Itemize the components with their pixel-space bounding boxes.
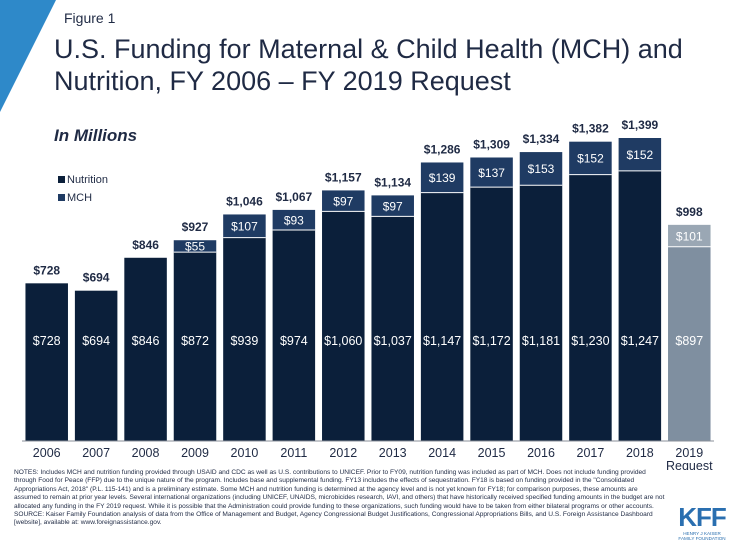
x-tick-label: 2007 bbox=[82, 446, 110, 460]
total-label: $998 bbox=[676, 205, 703, 219]
bar-mch-2014 bbox=[420, 192, 464, 441]
kff-logo: KFF HENRY J KAISER FAMILY FOUNDATION bbox=[676, 503, 728, 543]
legend-label-nutrition: Nutrition bbox=[67, 174, 108, 186]
mch-value-label: $974 bbox=[280, 334, 308, 348]
mch-value-label: $694 bbox=[82, 334, 110, 348]
x-tick-label: 2018 bbox=[626, 446, 654, 460]
mch-value-label: $728 bbox=[33, 334, 61, 348]
total-label: $1,382 bbox=[572, 122, 609, 136]
nutrition-value-label: $139 bbox=[429, 171, 456, 185]
mch-value-label: $1,247 bbox=[621, 334, 659, 348]
x-tick-label: 2016 bbox=[527, 446, 555, 460]
chart-title: U.S. Funding for Maternal & Child Health… bbox=[54, 34, 683, 96]
total-label: $927 bbox=[182, 220, 209, 234]
nutrition-value-label: $97 bbox=[333, 194, 353, 208]
bar-mch-2008 bbox=[124, 257, 167, 441]
bar-nutrition-2019 bbox=[668, 224, 711, 247]
bar-nutrition-2014 bbox=[420, 162, 464, 193]
corner-accent bbox=[0, 0, 56, 112]
bar-mch-2006 bbox=[25, 283, 68, 441]
nutrition-value-label: $101 bbox=[676, 229, 703, 243]
x-tick-label: 2011 bbox=[280, 446, 307, 460]
bar-nutrition-2009 bbox=[173, 240, 217, 253]
mch-value-label: $846 bbox=[132, 334, 160, 348]
bar-mch-2015 bbox=[470, 187, 513, 441]
chart-legend: Nutrition MCH bbox=[58, 174, 108, 204]
nutrition-value-label: $153 bbox=[528, 162, 555, 176]
x-tick-label: 2015 bbox=[478, 446, 506, 460]
total-label: $728 bbox=[33, 263, 60, 277]
mch-value-label: $1,147 bbox=[423, 334, 461, 348]
mch-value-label: $939 bbox=[231, 334, 259, 348]
bar-mch-2019 bbox=[668, 246, 711, 441]
total-label: $1,399 bbox=[622, 118, 659, 132]
x-tick-label: 2014 bbox=[428, 446, 456, 460]
mch-value-label: $1,060 bbox=[324, 334, 362, 348]
mch-value-label: $1,181 bbox=[522, 334, 560, 348]
bar-mch-2013 bbox=[371, 216, 414, 441]
total-label: $1,134 bbox=[374, 175, 411, 189]
total-label: $1,157 bbox=[325, 170, 362, 184]
nutrition-value-label: $152 bbox=[627, 148, 654, 162]
logo-subtext: HENRY J KAISER FAMILY FOUNDATION bbox=[678, 531, 726, 541]
nutrition-value-label: $152 bbox=[577, 152, 604, 166]
x-tick-label: 2009 bbox=[181, 446, 209, 460]
figure-label: Figure 1 bbox=[64, 10, 116, 26]
bar-mch-2012 bbox=[322, 211, 365, 441]
x-tick-label-line2: Request bbox=[666, 459, 713, 470]
nutrition-value-label: $107 bbox=[231, 220, 258, 234]
total-label: $846 bbox=[132, 238, 159, 252]
notes-block: NOTES: Includes MCH and nutrition fundin… bbox=[14, 469, 666, 528]
source-text: SOURCE: Kaiser Family Foundation analysi… bbox=[14, 511, 653, 527]
bar-mch-2007 bbox=[74, 290, 118, 441]
total-label: $1,067 bbox=[276, 190, 313, 204]
nutrition-value-label: $97 bbox=[383, 199, 403, 213]
mch-value-label: $1,172 bbox=[472, 334, 510, 348]
bar-nutrition-2018 bbox=[618, 138, 662, 171]
nutrition-value-label: $93 bbox=[284, 213, 304, 227]
total-label: $1,334 bbox=[523, 132, 560, 146]
total-label: $694 bbox=[83, 271, 110, 285]
bar-nutrition-2012 bbox=[322, 190, 365, 212]
nutrition-value-label: $55 bbox=[185, 240, 205, 254]
mch-value-label: $897 bbox=[675, 334, 703, 348]
x-tick-label: 2019 bbox=[675, 446, 703, 460]
x-tick-label: 2012 bbox=[329, 446, 357, 460]
x-tick-label: 2013 bbox=[379, 446, 407, 460]
bar-nutrition-2010 bbox=[223, 214, 266, 238]
legend-swatch-nutrition bbox=[58, 176, 65, 183]
bar-nutrition-2013 bbox=[371, 195, 414, 217]
x-tick-label: 2017 bbox=[577, 446, 605, 460]
bar-nutrition-2015 bbox=[470, 157, 513, 188]
bar-nutrition-2011 bbox=[272, 209, 316, 231]
bar-mch-2009 bbox=[173, 252, 217, 441]
x-tick-label: 2008 bbox=[132, 446, 160, 460]
bar-mch-2017 bbox=[569, 174, 612, 441]
legend-swatch-mch bbox=[58, 194, 65, 201]
logo-mark: KFF bbox=[678, 502, 727, 532]
total-label: $1,046 bbox=[226, 194, 263, 208]
bar-mch-2010 bbox=[223, 237, 266, 441]
mch-value-label: $1,037 bbox=[374, 334, 412, 348]
bar-mch-2011 bbox=[272, 230, 316, 441]
bar-mch-2018 bbox=[618, 170, 662, 441]
chart-subtitle: In Millions bbox=[54, 126, 138, 145]
mch-value-label: $1,230 bbox=[571, 334, 609, 348]
stacked-bar-chart: Nutrition MCH $728 $728 2006 $694 $694 2007 $846… bbox=[22, 118, 714, 470]
bar-mch-2016 bbox=[519, 185, 563, 441]
nutrition-value-label: $137 bbox=[478, 166, 505, 180]
bar-nutrition-2016 bbox=[519, 152, 563, 186]
total-label: $1,286 bbox=[424, 142, 461, 156]
legend-label-mch: MCH bbox=[67, 192, 92, 204]
total-label: $1,309 bbox=[473, 137, 510, 151]
notes-text: NOTES: Includes MCH and nutrition fundin… bbox=[14, 469, 665, 510]
mch-value-label: $872 bbox=[181, 334, 209, 348]
x-tick-label: 2010 bbox=[231, 446, 259, 460]
x-tick-label: 2006 bbox=[33, 446, 61, 460]
bar-nutrition-2017 bbox=[569, 141, 612, 175]
